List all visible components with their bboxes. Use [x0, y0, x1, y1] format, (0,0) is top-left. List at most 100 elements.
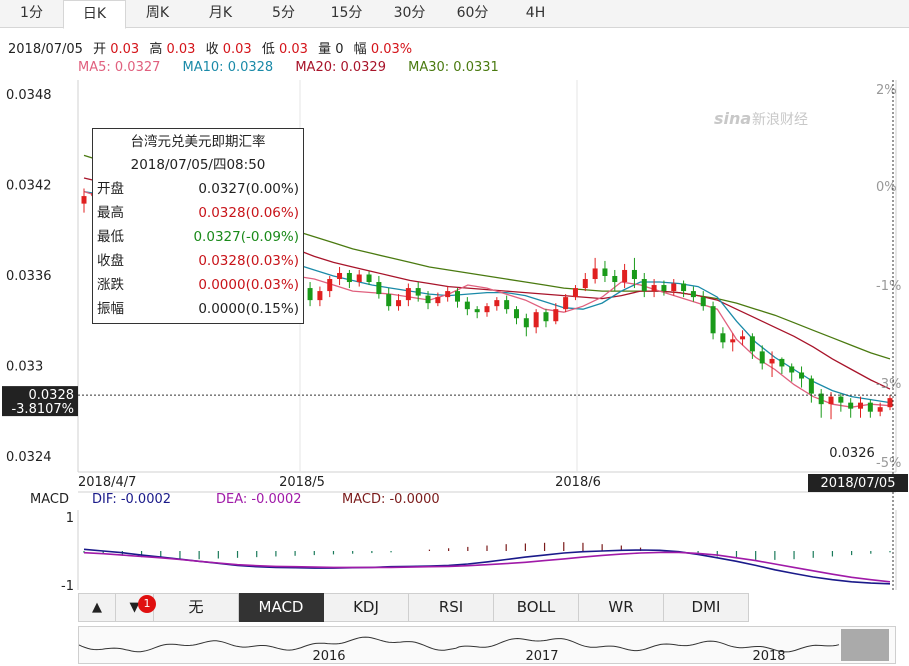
- info-amp-label: 幅: [353, 42, 367, 57]
- candle-body: [533, 312, 539, 328]
- tooltip-row-value: 0.0000(0.15%): [198, 301, 299, 317]
- ohlc-info-line: 2018/07/05 开 0.03 高 0.03 收 0.03 低 0.03 量…: [8, 38, 418, 57]
- candle-body: [681, 283, 687, 292]
- indicator-button-3[interactable]: RSI: [409, 593, 494, 622]
- candle: [376, 276, 382, 299]
- candle-body: [563, 297, 569, 310]
- candle-body: [356, 274, 362, 283]
- price-tick-label: 0.0324: [6, 450, 52, 465]
- tooltip-row: 振幅 0.0000(0.15%): [97, 297, 299, 321]
- tooltip-row: 涨跌 0.0000(0.03%): [97, 273, 299, 297]
- tab-0[interactable]: 1分: [20, 5, 43, 21]
- candle: [808, 375, 814, 403]
- tooltip-row: 最低 0.0327(-0.09%): [97, 225, 299, 249]
- candle-body: [405, 288, 411, 301]
- info-low: 0.03: [278, 42, 308, 57]
- tab-3[interactable]: 月K: [208, 5, 233, 21]
- candle-body: [602, 268, 608, 276]
- indicator-button-5[interactable]: WR: [579, 593, 664, 622]
- candle: [769, 351, 775, 378]
- candle: [455, 288, 461, 308]
- tab-6[interactable]: 30分: [393, 5, 426, 21]
- indicator-button-0[interactable]: 无: [154, 593, 239, 622]
- candle: [877, 402, 883, 417]
- candle: [828, 392, 834, 420]
- candle-body: [523, 318, 529, 328]
- candle: [858, 396, 864, 418]
- macd-dif-label: DIF: -0.0002: [92, 492, 171, 507]
- tooltip-date: 2018/07/05/四08:50: [130, 157, 266, 173]
- tab-5[interactable]: 15分: [330, 5, 363, 21]
- scroll-up-button[interactable]: ▲: [78, 593, 116, 622]
- cursor-price-box: [2, 386, 78, 417]
- candle: [563, 294, 569, 313]
- candle-body: [317, 291, 323, 301]
- candle-body: [838, 396, 844, 403]
- candle-body: [641, 279, 647, 292]
- indicator-button-1[interactable]: MACD: [239, 593, 324, 622]
- candle: [867, 399, 873, 418]
- candle: [317, 286, 323, 307]
- macd-dea-label: DEA: -0.0002: [216, 492, 302, 507]
- ma10-label: MA10: 0.0328: [182, 60, 274, 75]
- info-volume-label: 量: [318, 42, 332, 57]
- indicator-bar: ▲ ▼ 1 无 MACD KDJ RSI BOLL WR DMI: [78, 593, 896, 622]
- watermark-brand: sina: [714, 109, 751, 128]
- candle: [690, 286, 696, 302]
- candle: [533, 309, 539, 334]
- candle: [494, 297, 500, 311]
- info-close: 0.03: [222, 42, 252, 57]
- overview-navigator[interactable]: 2016 2017 2018: [78, 626, 896, 664]
- candle: [848, 398, 854, 418]
- indicator-button-6[interactable]: DMI: [664, 593, 749, 622]
- up-arrow-icon: ▲: [92, 600, 102, 615]
- info-low-label: 低: [261, 42, 275, 57]
- candle-body: [631, 269, 637, 280]
- tab-7[interactable]: 60分: [456, 5, 489, 21]
- dif-line: [83, 548, 891, 585]
- x-tick-label: 2018/5: [279, 475, 325, 490]
- x-tick-label: 2018/4/7: [78, 475, 136, 490]
- candle: [415, 282, 421, 302]
- info-high: 0.03: [166, 42, 196, 57]
- ma20-label: MA20: 0.0329: [295, 60, 386, 75]
- candle: [435, 292, 441, 307]
- candle-body: [700, 297, 706, 307]
- candle: [720, 327, 726, 349]
- candle: [612, 269, 618, 292]
- candle: [602, 260, 608, 283]
- candle: [641, 272, 647, 298]
- tab-4[interactable]: 5分: [272, 5, 295, 21]
- tooltip-row-value: 0.0327(0.00%): [198, 181, 299, 197]
- min-price-label: 0.0326: [829, 446, 875, 461]
- indicator-button-2[interactable]: KDJ: [324, 593, 409, 622]
- candle: [356, 269, 362, 287]
- tab-8[interactable]: 4H: [525, 5, 546, 21]
- tab-1[interactable]: 日K: [63, 0, 126, 29]
- candle: [700, 291, 706, 311]
- pct-tick-label: -5%: [876, 456, 901, 471]
- tooltip-row: 开盘 0.0327(0.00%): [97, 177, 299, 201]
- candle-body: [337, 272, 343, 280]
- pct-tick-label: 2%: [876, 83, 897, 98]
- candle: [631, 257, 637, 289]
- candle-body: [504, 300, 510, 310]
- indicator-button-4[interactable]: BOLL: [494, 593, 579, 622]
- candle: [592, 257, 598, 284]
- candle-body: [572, 288, 578, 298]
- candle-body: [445, 291, 451, 298]
- overview-window: [841, 629, 889, 661]
- candle-body: [484, 306, 490, 313]
- candle-body: [730, 339, 736, 343]
- candle-body: [622, 269, 628, 283]
- scroll-down-button[interactable]: ▼ 1: [116, 593, 156, 622]
- candle: [405, 283, 411, 307]
- candle-body: [720, 333, 726, 343]
- candle: [789, 363, 795, 382]
- tab-2[interactable]: 周K: [145, 5, 170, 21]
- candle: [710, 301, 716, 340]
- candle-body: [543, 312, 549, 322]
- tooltip-row-label: 涨跌: [97, 277, 124, 293]
- candle: [622, 263, 628, 289]
- macd-value-label: MACD: -0.0000: [342, 492, 440, 507]
